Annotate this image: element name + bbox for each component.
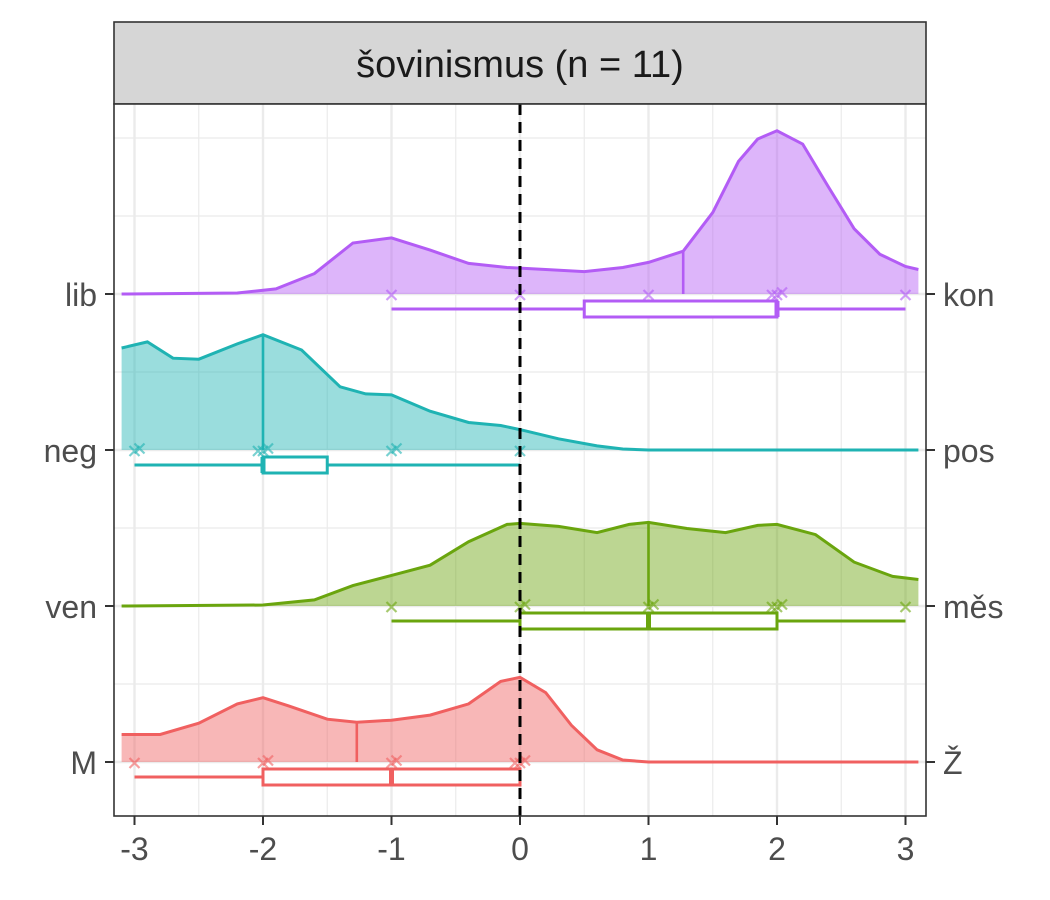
x-tick-label: -1 [377,831,405,867]
data-point [776,598,788,611]
chart-title: šovinismus (n = 11) [356,44,684,86]
iqr-box [582,299,779,319]
y-label-left: neg [44,433,97,469]
density-line [121,333,919,452]
data-point [133,442,146,455]
data-point [262,754,274,767]
data-point [642,289,655,301]
y-label-left: ven [45,589,97,625]
y-label-left: lib [65,277,97,313]
data-point [766,601,778,613]
y-label-right: kon [943,277,995,313]
x-tick-label: -3 [120,831,148,867]
y-label-left: M [70,745,97,781]
data-point [390,754,403,767]
y-label-right: pos [943,433,995,469]
y-label-right: Ž [943,745,963,781]
x-tick-label: -2 [249,831,277,867]
data-point [899,289,912,301]
data-point [252,445,264,457]
density-line [121,675,919,764]
row-lib [121,129,919,319]
data-point [128,757,141,769]
x-tick-label: 1 [640,831,658,867]
x-tick-label: 3 [897,831,915,867]
x-tick-label: 2 [768,831,786,867]
data-point [509,757,521,769]
data-point [519,754,531,767]
density-area [121,334,919,450]
x-tick-label: 0 [511,831,529,867]
data-point [262,442,274,455]
data-point [776,286,788,299]
density-line [121,520,919,608]
data-point [647,598,660,611]
data-point [385,601,398,613]
data-point [390,442,403,455]
row-neg [121,333,919,475]
data-point [899,601,912,613]
data-point [766,289,778,301]
data-point [385,289,398,301]
strip-header [113,21,927,105]
density-line [121,129,919,296]
iqr-box [261,455,329,475]
y-label-right: měs [943,589,1003,625]
density-area [121,130,919,294]
data-point [519,598,531,611]
